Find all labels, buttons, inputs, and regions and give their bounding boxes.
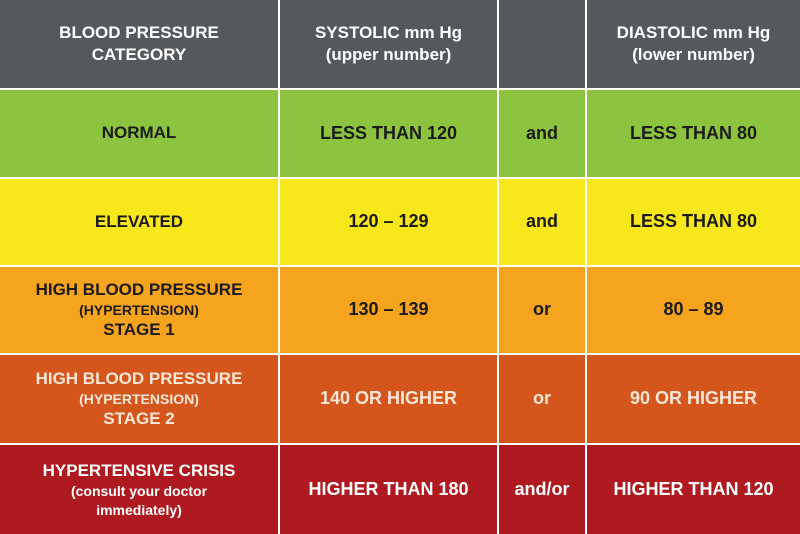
category-cell: HIGH BLOOD PRESSURE (HYPERTENSION) STAGE 2 xyxy=(0,355,278,443)
category-text: immediately) xyxy=(96,501,182,518)
diastolic-cell: 90 OR HIGHER xyxy=(587,355,800,443)
category-text: STAGE 1 xyxy=(103,320,175,340)
header-systolic: SYSTOLIC mm Hg (upper number) xyxy=(280,0,497,88)
conjunction-cell: or xyxy=(499,355,585,443)
category-text: HIGH BLOOD PRESSURE xyxy=(35,368,243,388)
header-blank xyxy=(499,0,585,88)
diastolic-text: 90 OR HIGHER xyxy=(629,388,758,409)
conjunction-cell: or xyxy=(499,267,585,353)
conjunction-text: and/or xyxy=(514,478,570,499)
header-text: (lower number) xyxy=(632,45,755,64)
category-cell: ELEVATED xyxy=(0,179,278,265)
diastolic-cell: LESS THAN 80 xyxy=(587,90,800,177)
header-category: BLOOD PRESSURE CATEGORY xyxy=(0,0,278,88)
conjunction-text: or xyxy=(533,388,551,409)
diastolic-cell: HIGHER THAN 120 xyxy=(587,445,800,534)
diastolic-text: LESS THAN 80 xyxy=(629,211,758,232)
systolic-cell: LESS THAN 120 xyxy=(280,90,497,177)
category-text: ELEVATED xyxy=(94,211,184,231)
conjunction-cell: and xyxy=(499,179,585,265)
category-cell: HIGH BLOOD PRESSURE (HYPERTENSION) STAGE 1 xyxy=(0,267,278,353)
category-text: (HYPERTENSION) xyxy=(79,390,199,407)
header-text: BLOOD PRESSURE xyxy=(59,22,219,42)
systolic-cell: HIGHER THAN 180 xyxy=(280,445,497,534)
category-text: NORMAL xyxy=(101,123,177,143)
category-text: (HYPERTENSION) xyxy=(79,301,199,318)
conjunction-text: and xyxy=(525,211,558,232)
category-text: (consult your doctor xyxy=(70,483,208,500)
header-text: (upper number) xyxy=(325,45,452,64)
systolic-text: HIGHER THAN 180 xyxy=(308,478,469,499)
header-diastolic: DIASTOLIC mm Hg (lower number) xyxy=(587,0,800,88)
diastolic-cell: 80 – 89 xyxy=(587,267,800,353)
diastolic-cell: LESS THAN 80 xyxy=(587,179,800,265)
category-text: HIGH BLOOD PRESSURE xyxy=(35,279,243,299)
header-text: SYSTOLIC mm Hg xyxy=(314,22,463,42)
systolic-text: 120 – 129 xyxy=(348,211,429,232)
category-cell: HYPERTENSIVE CRISIS (consult your doctor i… xyxy=(0,445,278,534)
systolic-cell: 120 – 129 xyxy=(280,179,497,265)
conjunction-cell: and xyxy=(499,90,585,177)
systolic-cell: 140 OR HIGHER xyxy=(280,355,497,443)
conjunction-text: and xyxy=(525,122,558,143)
systolic-text: LESS THAN 120 xyxy=(319,122,458,143)
conjunction-text: or xyxy=(533,299,551,320)
systolic-cell: 130 – 139 xyxy=(280,267,497,353)
category-cell: NORMAL xyxy=(0,90,278,177)
header-text: DIASTOLIC mm Hg xyxy=(616,22,771,42)
header-text: CATEGORY xyxy=(91,45,187,64)
category-text: HYPERTENSIVE CRISIS xyxy=(42,461,236,481)
systolic-text: 130 – 139 xyxy=(348,299,429,320)
diastolic-text: 80 – 89 xyxy=(663,299,724,320)
category-text: STAGE 2 xyxy=(103,409,175,429)
systolic-text: 140 OR HIGHER xyxy=(319,388,458,409)
conjunction-cell: and/or xyxy=(499,445,585,534)
diastolic-text: LESS THAN 80 xyxy=(629,122,758,143)
diastolic-text: HIGHER THAN 120 xyxy=(613,478,774,499)
